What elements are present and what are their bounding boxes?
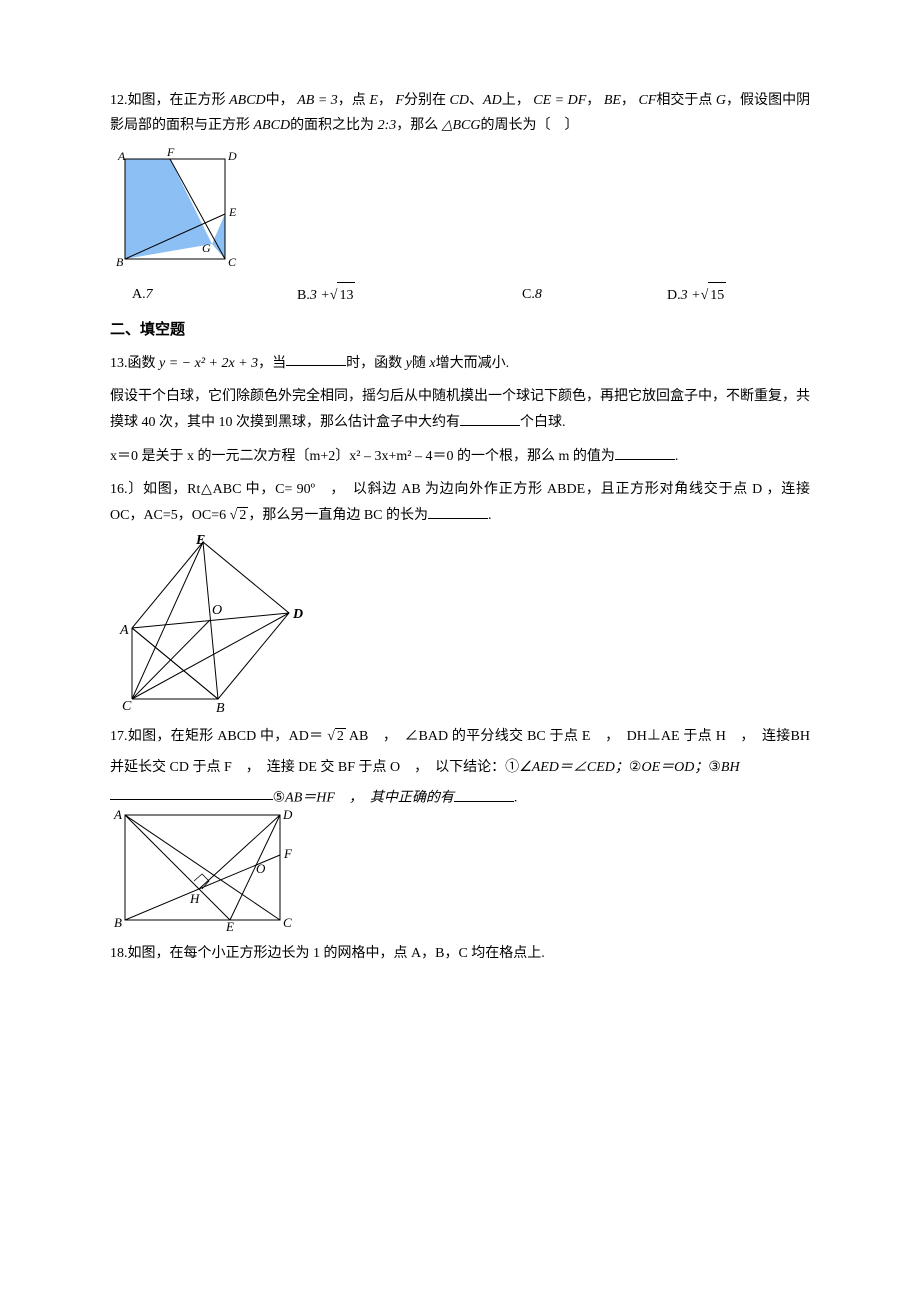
section-2-header: 二、填空题: [110, 317, 810, 344]
q12-option-d: D. 3 + √15: [667, 282, 726, 308]
q12-options: A. 7 B. 3 + √13 C. 8 D. 3 + √15: [110, 282, 810, 308]
q12-option-c: C. 8: [522, 282, 667, 308]
q12-option-b: B. 3 + √13: [297, 282, 522, 308]
svg-text:D: D: [227, 149, 237, 163]
blank-icon: [615, 443, 675, 460]
blank-icon: [454, 785, 514, 802]
q17-svg: A D C B E F H O: [110, 803, 300, 933]
blank-icon: [286, 350, 346, 367]
svg-text:E: E: [225, 919, 234, 933]
question-14: 假设干个白球，它们除颜色外完全相同，摇匀后从中随机摸出一个球记下颜色，再把它放回…: [110, 384, 810, 435]
q16-svg: A B C D E O: [110, 534, 305, 714]
question-12: 12.如图，在正方形 ABCD中， AB = 3，点 E， F分别在 CD、AD…: [110, 88, 810, 309]
q17-figure: A D C B E F H O: [110, 803, 810, 933]
q16-figure: A B C D E O: [110, 534, 810, 714]
svg-text:A: A: [119, 623, 129, 638]
question-17: 17.如图，在矩形 ABCD 中，AD＝ √2 AB ， ∠BAD 的平分线交 …: [110, 722, 810, 933]
svg-text:O: O: [212, 603, 222, 618]
svg-text:C: C: [228, 255, 237, 269]
q12-text: 12.如图，在正方形 ABCD中， AB = 3，点 E， F分别在 CD、AD…: [110, 88, 810, 138]
blank-icon: [428, 502, 488, 519]
svg-text:O: O: [256, 861, 266, 876]
svg-text:C: C: [122, 699, 132, 714]
q12-prefix: 12.如图，在正方形: [110, 93, 229, 108]
q12-abcd: ABCD: [229, 93, 266, 108]
svg-text:B: B: [114, 915, 122, 930]
question-13: 13.函数 y = − x² + 2x + 3，当时，函数 y随 x增大而减小.: [110, 350, 810, 376]
svg-text:F: F: [283, 846, 293, 861]
q12-figure: A F D E G C B: [110, 144, 810, 274]
question-16: 16.〕如图，Rt△ABC 中，C= 90º ， 以斜边 AB 为边向外作正方形…: [110, 477, 810, 714]
question-15: x＝0 是关于 x 的一元二次方程〔m+2〕x² – 3x+m² – 4＝0 的…: [110, 443, 810, 469]
q12-svg: A F D E G C B: [110, 144, 240, 274]
svg-text:C: C: [283, 915, 292, 930]
svg-text:D: D: [282, 807, 293, 822]
q12-option-a: A. 7: [132, 282, 297, 308]
svg-text:F: F: [166, 145, 175, 159]
question-18: 18.如图，在每个小正方形边长为 1 的网格中，点 A，B，C 均在格点上.: [110, 941, 810, 966]
svg-text:H: H: [189, 891, 200, 906]
svg-text:A: A: [117, 149, 126, 163]
blank-icon: [460, 409, 520, 426]
svg-text:B: B: [116, 255, 124, 269]
svg-text:D: D: [292, 607, 303, 622]
svg-text:E: E: [228, 205, 237, 219]
svg-text:G: G: [202, 241, 211, 255]
svg-text:E: E: [195, 534, 205, 548]
svg-text:B: B: [216, 701, 225, 714]
